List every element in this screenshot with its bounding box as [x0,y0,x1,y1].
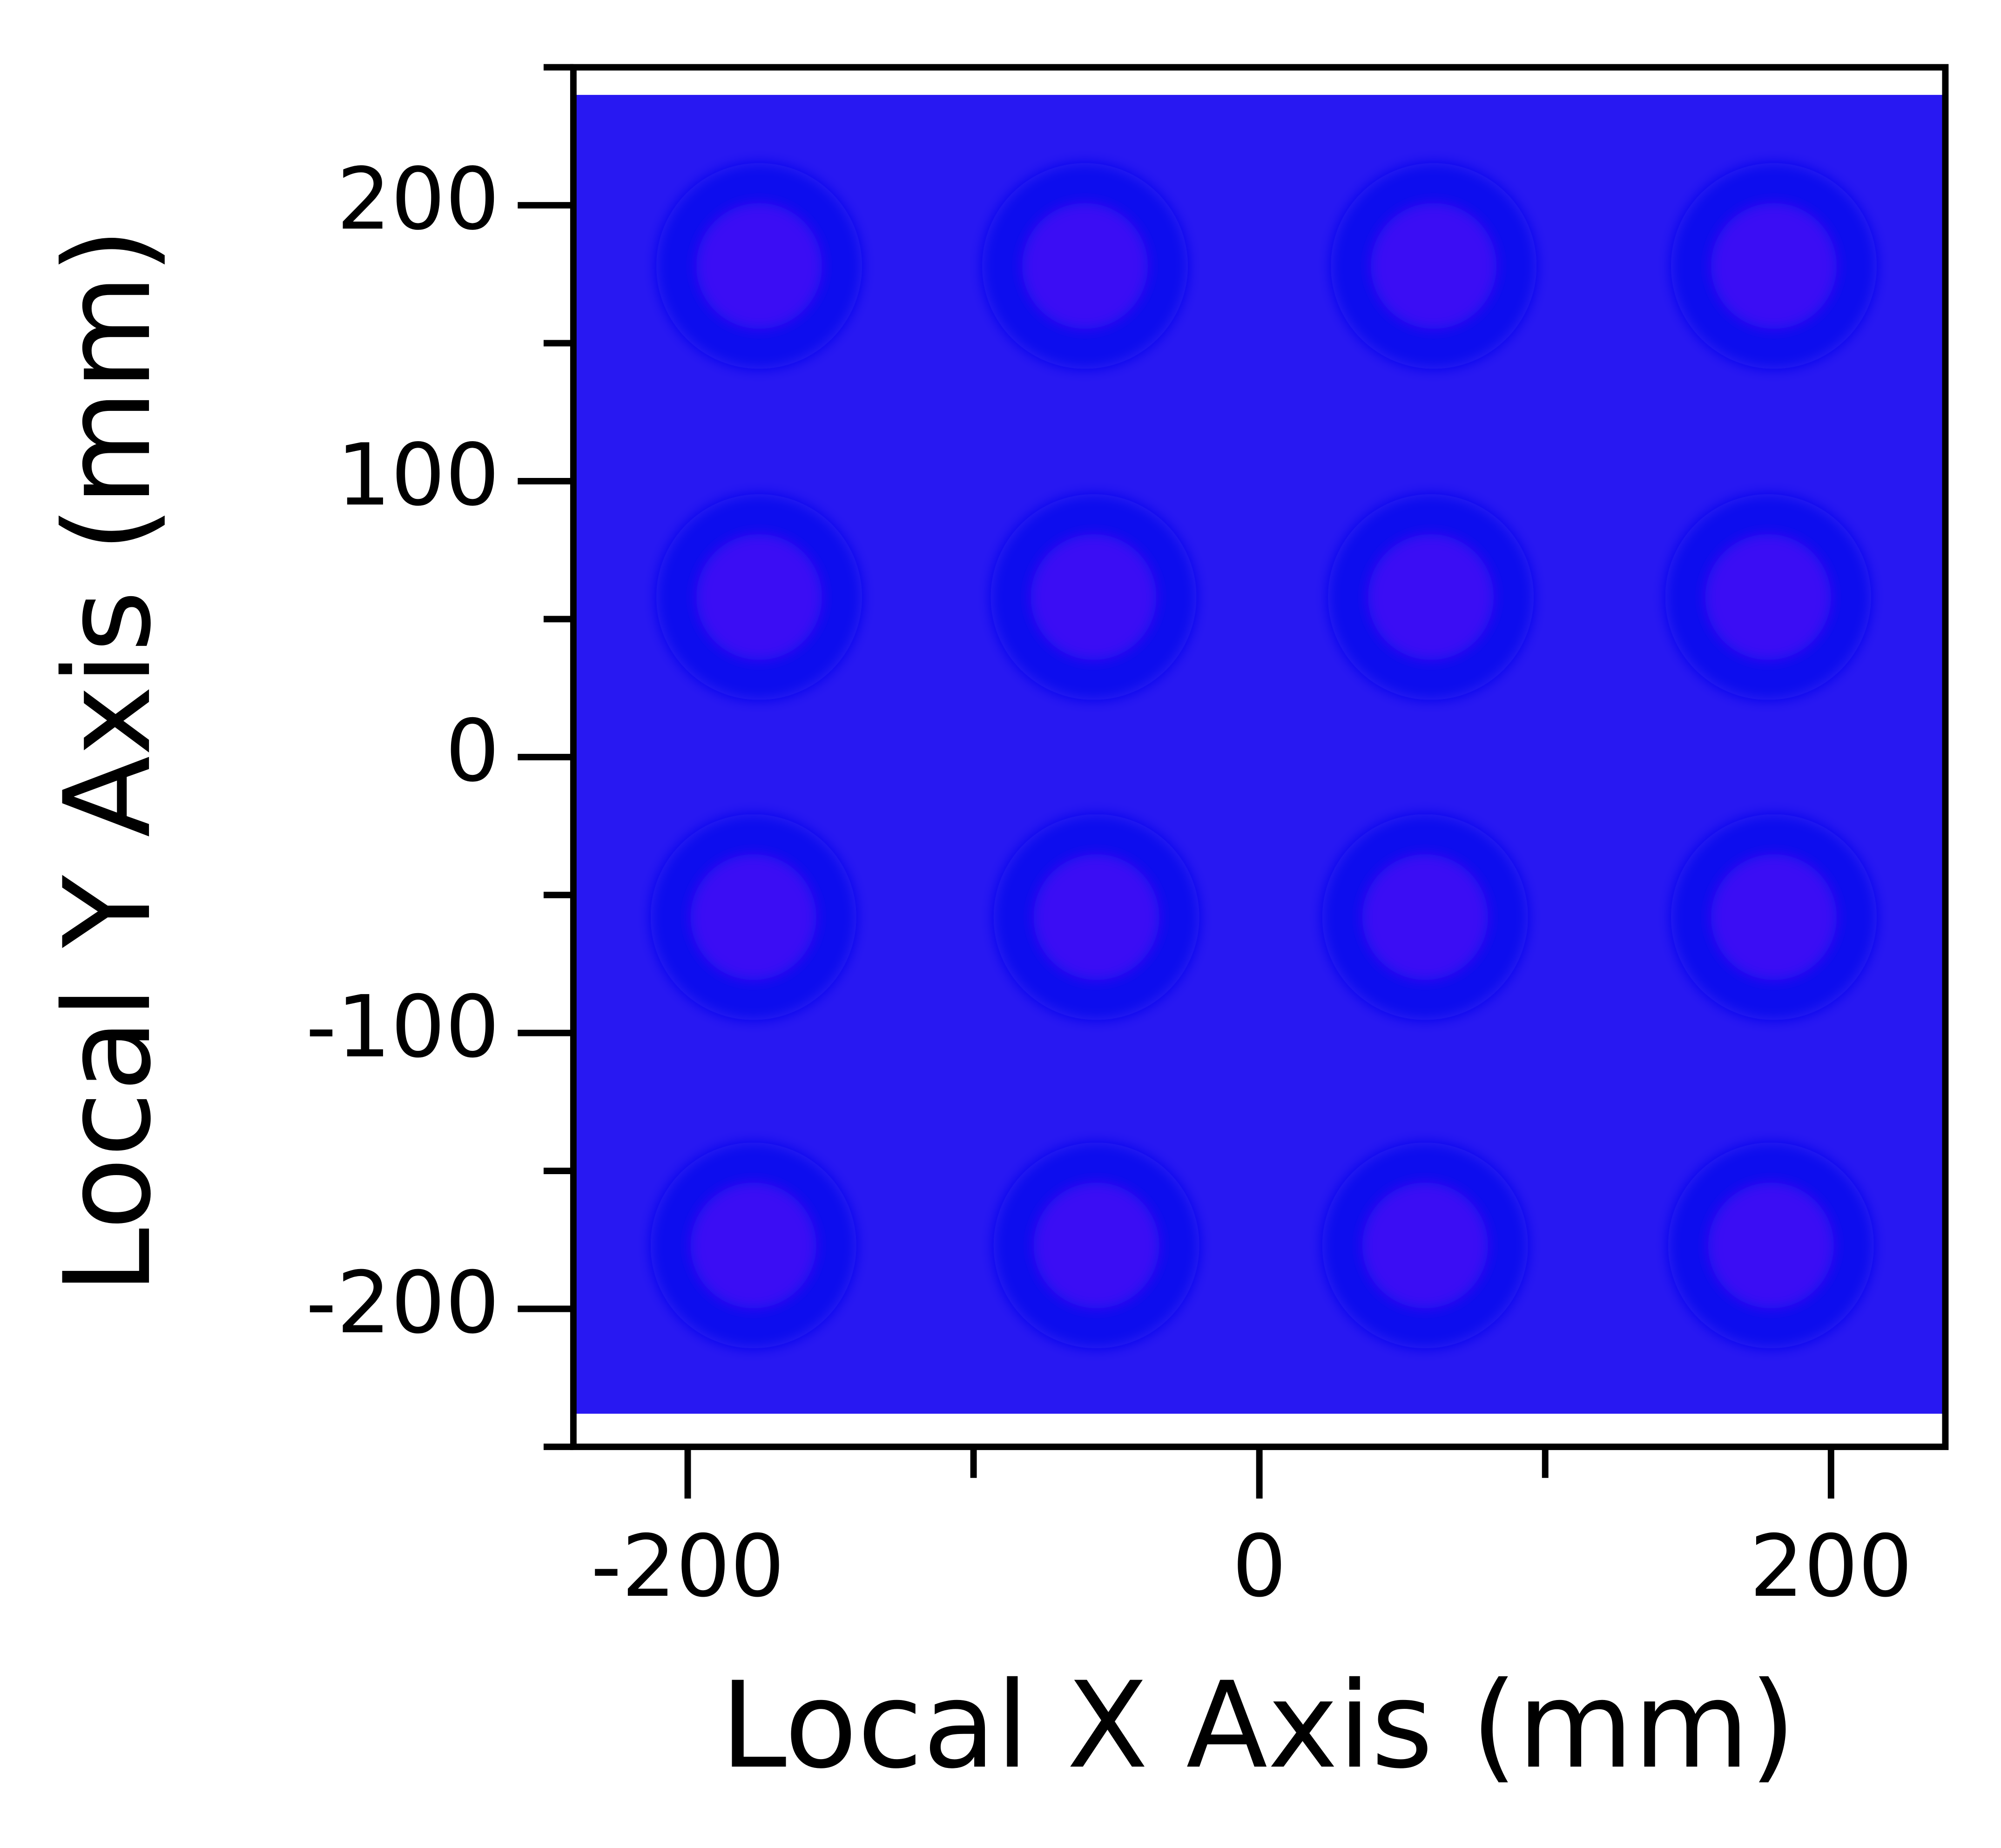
spot-core [1708,1183,1834,1309]
spot-core [1033,854,1159,980]
spot [650,1142,856,1349]
spot-core [1705,534,1831,660]
spot [656,163,862,369]
spot [1322,814,1528,1020]
spot [1665,494,1871,700]
spot-core [1711,854,1837,980]
x-tick-label: -200 [591,1517,784,1616]
y-tick-label: 0 [445,702,500,801]
spot-core [696,534,822,660]
spot-core [696,203,822,329]
spot-core [1022,203,1148,329]
y-tick-label: 100 [337,426,499,525]
spot-core [1362,854,1488,980]
spot [1322,1142,1528,1349]
spot [993,814,1199,1020]
y-tick-label: 200 [337,150,499,249]
spot [1328,494,1534,700]
spot-core [1033,1183,1159,1309]
spot [1671,163,1877,369]
x-axis-label: Local X Axis (mm) [720,1657,1796,1795]
spot-core [1711,203,1837,329]
spot-core [1371,203,1497,329]
spot [993,1142,1199,1349]
spot [1671,814,1877,1020]
spot [1331,163,1537,369]
spot-core [690,854,816,980]
spot [650,814,856,1020]
y-tick-label: -200 [306,1254,499,1353]
y-tick-label: -100 [306,978,499,1077]
spot [1668,1142,1874,1349]
spot-core [1362,1183,1488,1309]
spot-core [1368,534,1494,660]
spot [982,163,1188,369]
spot [990,494,1197,700]
spot [656,494,862,700]
x-tick-label: 0 [1232,1517,1287,1616]
y-axis-label: Local Y Axis (mm) [39,228,177,1294]
spot-core [1031,534,1157,660]
plot-area [576,94,1943,1414]
spot-core [690,1183,816,1309]
x-tick-label: 200 [1750,1517,1913,1616]
